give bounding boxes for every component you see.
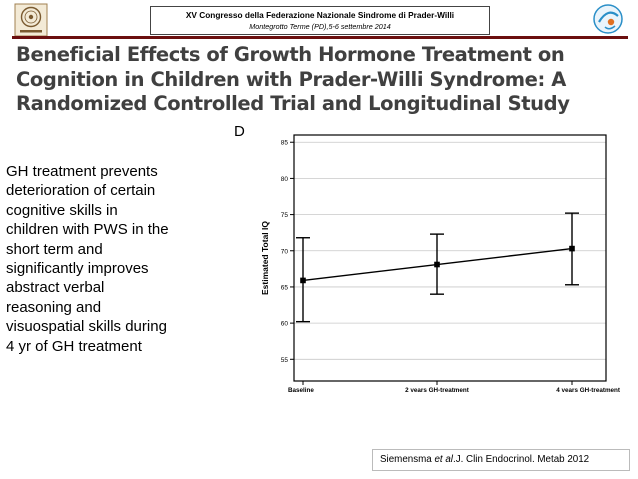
summary-line: visuospatial skills during bbox=[6, 318, 167, 336]
child-emblem-icon bbox=[591, 3, 625, 35]
title-line-1: Beneficial Effects of Growth Hormone Tre… bbox=[16, 43, 565, 66]
summary-line: 4 yr of GH treatment bbox=[6, 337, 142, 355]
citation-etal: et al bbox=[434, 454, 453, 465]
citation-author: Siemensma bbox=[380, 454, 435, 465]
congress-banner: XV Congresso della Federazione Nazionale… bbox=[150, 6, 490, 35]
x-axis-ticks: Baseline 2 years GH-treatment 4 years GH-t… bbox=[288, 381, 621, 392]
summary-text: GH treatment prevents deterioration of c… bbox=[6, 162, 216, 356]
panel-label: D bbox=[234, 123, 245, 140]
summary-line: abstract verbal bbox=[6, 279, 105, 297]
y-tick-label: 75 bbox=[281, 212, 289, 219]
y-tick-label: 60 bbox=[281, 321, 289, 328]
y-axis-label: Estimated Total IQ bbox=[260, 221, 270, 295]
citation-box: Siemensma et al.J. Clin Endocrinol. Meta… bbox=[372, 449, 630, 471]
summary-line: children with PWS in the bbox=[6, 221, 169, 239]
congress-location: Montegrotto Terme (PD),5-6 settembre 201… bbox=[249, 22, 391, 31]
congress-title: XV Congresso della Federazione Nazionale… bbox=[185, 10, 455, 20]
y-tick-label: 55 bbox=[281, 357, 289, 364]
title-line-3: Randomized Controlled Trial and Longitud… bbox=[16, 92, 570, 115]
x-tick-label: Baseline bbox=[288, 387, 314, 392]
data-point bbox=[569, 245, 575, 252]
slide-header: XV Congresso della Federazione Nazionale… bbox=[0, 0, 638, 38]
data-point bbox=[434, 261, 440, 268]
summary-line: reasoning and bbox=[6, 298, 102, 316]
summary-line: cognitive skills in bbox=[6, 201, 118, 219]
header-divider bbox=[12, 36, 628, 39]
y-tick-label: 70 bbox=[281, 248, 289, 255]
summary-line: deterioration of certain bbox=[6, 182, 156, 200]
summary-line: short term and bbox=[6, 240, 103, 258]
seal-logo-icon bbox=[14, 3, 48, 37]
series-estimated-total-iq bbox=[296, 212, 579, 323]
slide-title: Beneficial Effects of Growth Hormone Tre… bbox=[16, 43, 626, 117]
summary-line: significantly improves bbox=[6, 260, 149, 278]
x-tick-label: 4 years GH-treatment bbox=[556, 387, 621, 392]
y-axis-ticks: 55 60 65 70 75 80 85 bbox=[281, 140, 294, 364]
y-tick-label: 65 bbox=[281, 284, 289, 291]
citation-rest: .J. Clin Endocrinol. Metab 2012 bbox=[452, 454, 590, 465]
y-tick-label: 80 bbox=[281, 176, 289, 183]
title-line-2: Cognition in Children with Prader-Willi … bbox=[16, 67, 566, 91]
plot-frame bbox=[293, 134, 607, 382]
x-tick-label: 2 years GH-treatment bbox=[405, 387, 470, 392]
summary-line: GH treatment prevents bbox=[6, 163, 158, 180]
iq-chart: D 55 60 65 70 75 80 85 Estimated Total IQ Base… bbox=[234, 123, 621, 392]
y-tick-label: 85 bbox=[281, 140, 289, 147]
data-point bbox=[300, 277, 306, 284]
